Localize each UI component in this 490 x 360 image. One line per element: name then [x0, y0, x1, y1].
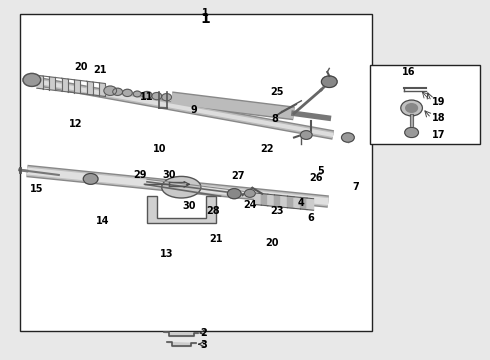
Text: 20: 20 — [265, 238, 279, 248]
Bar — [20, 14, 372, 331]
Circle shape — [152, 93, 162, 100]
Text: 28: 28 — [206, 206, 220, 216]
Text: 2: 2 — [200, 328, 207, 338]
Text: 3: 3 — [200, 340, 207, 350]
Text: 16: 16 — [402, 67, 416, 77]
Text: 21: 21 — [209, 234, 222, 244]
Polygon shape — [49, 77, 55, 90]
Text: 13: 13 — [160, 249, 173, 259]
Polygon shape — [268, 194, 274, 206]
Polygon shape — [255, 193, 261, 205]
Polygon shape — [167, 342, 196, 346]
Text: 21: 21 — [94, 65, 107, 75]
Polygon shape — [307, 198, 314, 210]
Polygon shape — [281, 195, 288, 208]
Polygon shape — [87, 81, 93, 95]
Circle shape — [113, 88, 122, 95]
Text: 7: 7 — [352, 182, 359, 192]
Circle shape — [321, 76, 337, 87]
Circle shape — [142, 91, 152, 99]
Polygon shape — [37, 75, 43, 89]
Text: 27: 27 — [231, 171, 245, 181]
Polygon shape — [99, 83, 105, 96]
Circle shape — [245, 189, 255, 197]
Polygon shape — [74, 80, 80, 94]
Text: 25: 25 — [270, 87, 284, 97]
Circle shape — [405, 127, 418, 138]
Polygon shape — [147, 196, 216, 223]
Text: 6: 6 — [308, 213, 315, 223]
Text: 29: 29 — [133, 170, 147, 180]
Circle shape — [104, 86, 117, 95]
Text: 23: 23 — [270, 206, 284, 216]
Polygon shape — [288, 196, 294, 208]
Text: 24: 24 — [243, 200, 257, 210]
Text: 26: 26 — [309, 173, 323, 183]
Circle shape — [162, 94, 172, 101]
Polygon shape — [62, 78, 68, 92]
Polygon shape — [274, 195, 281, 207]
Text: 11: 11 — [140, 92, 154, 102]
Text: 5: 5 — [318, 166, 324, 176]
Circle shape — [300, 131, 312, 139]
Circle shape — [133, 91, 141, 97]
Text: 30: 30 — [182, 201, 196, 211]
Ellipse shape — [162, 176, 201, 198]
Text: 9: 9 — [190, 105, 197, 115]
Circle shape — [342, 133, 354, 142]
Circle shape — [83, 174, 98, 184]
Circle shape — [122, 89, 132, 96]
Text: 4: 4 — [298, 198, 305, 208]
Polygon shape — [261, 194, 268, 206]
Text: 20: 20 — [74, 62, 88, 72]
Text: 1: 1 — [202, 8, 209, 18]
Text: 12: 12 — [69, 119, 83, 129]
Text: 1: 1 — [201, 12, 211, 26]
Text: 10: 10 — [152, 144, 166, 154]
Circle shape — [23, 73, 41, 86]
Circle shape — [227, 189, 241, 199]
Text: 18: 18 — [432, 113, 445, 123]
Text: 17: 17 — [432, 130, 445, 140]
Text: 19: 19 — [432, 96, 445, 107]
Bar — [370, 65, 480, 144]
Circle shape — [406, 104, 417, 112]
Text: 22: 22 — [260, 144, 274, 154]
Circle shape — [401, 100, 422, 116]
Text: 30: 30 — [162, 170, 176, 180]
Text: 15: 15 — [30, 184, 44, 194]
Text: 8: 8 — [271, 114, 278, 124]
Text: 14: 14 — [96, 216, 110, 226]
Polygon shape — [300, 197, 307, 210]
Polygon shape — [164, 332, 198, 336]
Polygon shape — [294, 197, 300, 209]
